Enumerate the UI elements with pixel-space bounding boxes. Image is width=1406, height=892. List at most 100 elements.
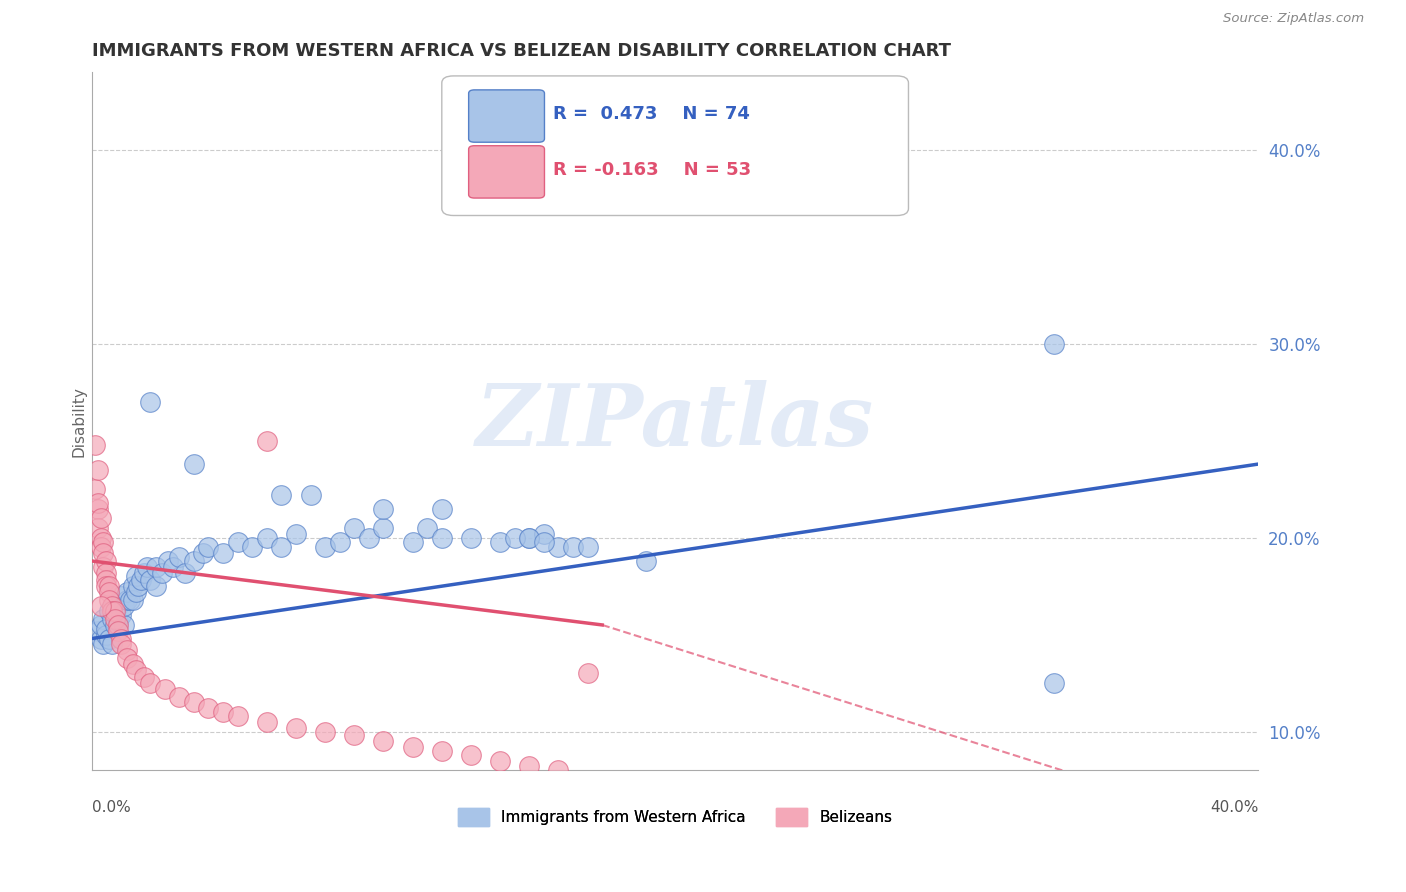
Point xyxy=(373,734,395,748)
Point xyxy=(430,531,453,545)
Point xyxy=(162,559,184,574)
Point xyxy=(86,463,108,477)
Text: IMMIGRANTS FROM WESTERN AFRICA VS BELIZEAN DISABILITY CORRELATION CHART: IMMIGRANTS FROM WESTERN AFRICA VS BELIZE… xyxy=(91,42,950,60)
Point xyxy=(93,534,115,549)
Point xyxy=(373,521,395,535)
Point xyxy=(124,569,146,583)
Point xyxy=(183,696,205,710)
Point xyxy=(547,764,569,778)
Point xyxy=(503,531,526,545)
Text: ZIPatlas: ZIPatlas xyxy=(477,380,875,463)
Point xyxy=(460,747,482,762)
Point xyxy=(115,592,138,607)
Y-axis label: Disability: Disability xyxy=(72,386,86,457)
Point xyxy=(547,541,569,555)
Legend: Immigrants from Western Africa, Belizeans: Immigrants from Western Africa, Belizean… xyxy=(453,802,898,832)
Point xyxy=(93,612,115,626)
Point xyxy=(460,531,482,545)
Point xyxy=(314,541,336,555)
Point xyxy=(90,511,112,525)
Point xyxy=(96,554,118,568)
Point xyxy=(110,637,132,651)
Point xyxy=(183,554,205,568)
Point xyxy=(139,574,162,588)
Point xyxy=(150,566,173,580)
Point xyxy=(562,541,585,555)
Point xyxy=(430,744,453,758)
Point xyxy=(134,566,156,580)
Point xyxy=(1043,676,1066,690)
Point xyxy=(90,599,112,613)
Point xyxy=(416,521,439,535)
Point xyxy=(634,554,657,568)
Text: R =  0.473    N = 74: R = 0.473 N = 74 xyxy=(553,105,749,123)
Text: R = -0.163    N = 53: R = -0.163 N = 53 xyxy=(553,161,751,179)
Point xyxy=(86,521,108,535)
Point xyxy=(285,526,308,541)
Point xyxy=(93,559,115,574)
Point xyxy=(96,579,118,593)
Point xyxy=(212,546,235,560)
Point xyxy=(90,541,112,555)
Point xyxy=(285,721,308,735)
Point xyxy=(101,599,124,613)
Point xyxy=(93,637,115,651)
Point xyxy=(115,643,138,657)
Point xyxy=(517,759,540,773)
Point xyxy=(104,618,127,632)
Point xyxy=(83,482,105,496)
Point xyxy=(90,531,112,545)
Point xyxy=(343,521,366,535)
Point xyxy=(127,579,149,593)
Point xyxy=(121,579,143,593)
Point xyxy=(139,395,162,409)
Point xyxy=(517,531,540,545)
Point xyxy=(197,541,219,555)
Point xyxy=(93,546,115,560)
Point xyxy=(107,624,129,638)
FancyBboxPatch shape xyxy=(468,90,544,142)
Point xyxy=(83,437,105,451)
Point xyxy=(115,651,138,665)
Point xyxy=(373,501,395,516)
Point xyxy=(256,714,278,729)
Point xyxy=(112,618,135,632)
Point xyxy=(115,585,138,599)
Point xyxy=(191,546,214,560)
Point xyxy=(110,608,132,623)
Point xyxy=(98,585,121,599)
Point xyxy=(101,637,124,651)
Point xyxy=(110,589,132,603)
Point xyxy=(86,501,108,516)
Point xyxy=(86,496,108,510)
Point xyxy=(101,612,124,626)
Point xyxy=(576,541,599,555)
Point xyxy=(576,666,599,681)
Point xyxy=(98,592,121,607)
Point xyxy=(343,728,366,742)
Point xyxy=(98,632,121,646)
Point xyxy=(112,599,135,613)
Point xyxy=(107,618,129,632)
Point xyxy=(533,526,555,541)
Point xyxy=(299,488,322,502)
Point xyxy=(256,531,278,545)
FancyBboxPatch shape xyxy=(468,145,544,198)
Point xyxy=(110,632,132,646)
Point xyxy=(430,501,453,516)
Point xyxy=(101,604,124,618)
Point xyxy=(156,554,179,568)
Point xyxy=(169,550,191,565)
Point xyxy=(104,604,127,618)
Text: 0.0%: 0.0% xyxy=(91,800,131,815)
FancyBboxPatch shape xyxy=(441,76,908,216)
Point xyxy=(174,566,197,580)
Point xyxy=(104,612,127,626)
Point xyxy=(145,559,167,574)
Point xyxy=(401,740,423,755)
Point xyxy=(104,604,127,618)
Point xyxy=(169,690,191,704)
Point xyxy=(226,709,249,723)
Point xyxy=(98,579,121,593)
Point xyxy=(489,754,512,768)
